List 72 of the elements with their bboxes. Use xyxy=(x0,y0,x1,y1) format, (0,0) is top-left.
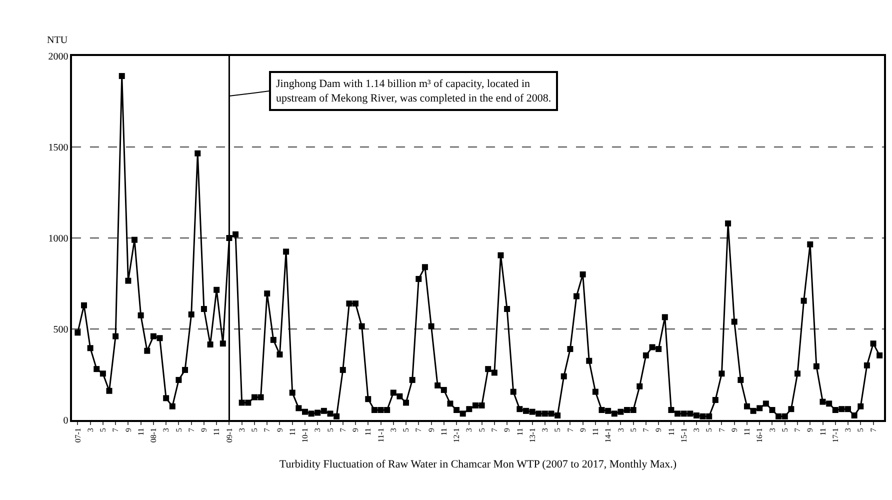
x-tick-label: 7 xyxy=(186,428,196,432)
x-tick-label: 7 xyxy=(414,428,424,432)
x-tick-label: 11 xyxy=(818,428,828,436)
x-tick-label: 07-1 xyxy=(73,428,82,443)
x-tick-label: 11 xyxy=(742,428,752,436)
y-axis-title: NTU xyxy=(47,35,68,46)
x-tick-label: 08-1 xyxy=(149,428,158,443)
x-tick-label: 9 xyxy=(578,428,588,432)
x-tick-label: 7 xyxy=(642,428,651,432)
x-tick-label: 5 xyxy=(326,428,335,432)
x-tick-label: 7 xyxy=(111,428,120,432)
annotation: Jinghong Dam with 1.14 billion m³ of capacity, located in upstream of Mekong River, was completed in the end of 2008. xyxy=(276,78,552,104)
x-tick-label: 16-1 xyxy=(755,428,764,443)
x-tick-label: 9 xyxy=(426,428,436,432)
x-tick-label: 5 xyxy=(477,428,486,432)
x-tick-label: 10-1 xyxy=(300,428,310,443)
x-axis-title: Turbidity Fluctuation of Raw Water in Chamcar Mon WTP (2007 to 2017, Monthly Max.) xyxy=(279,458,677,470)
x-tick-label: 3 xyxy=(768,428,777,432)
x-tick-label: 3 xyxy=(162,428,171,432)
x-tick-label: 9 xyxy=(124,428,133,432)
x-tick-label: 3 xyxy=(616,428,626,432)
y-tick-label: 0 xyxy=(63,416,68,426)
x-tick-label: 5 xyxy=(553,428,562,432)
x-tick-label: 11 xyxy=(288,428,297,436)
x-tick-label: 12-1 xyxy=(452,428,462,443)
x-tick-label: 3 xyxy=(540,428,550,432)
x-tick-label: 3 xyxy=(388,428,398,432)
x-tick-label: 5 xyxy=(98,428,108,432)
x-tick-label: 3 xyxy=(237,428,246,432)
x-tick-label: 11-1 xyxy=(376,428,386,442)
x-tick-label: 11 xyxy=(591,428,600,436)
x-tick-label: 09-1 xyxy=(224,428,234,443)
x-tick-label: 3 xyxy=(692,428,702,432)
x-tick-label: 11 xyxy=(212,428,222,436)
y-tick-label: 1500 xyxy=(48,142,68,154)
x-tick-label: 11 xyxy=(364,428,373,436)
y-tick-label: 2000 xyxy=(48,52,68,62)
x-tick-label: 9 xyxy=(806,428,815,432)
x-tick-label: 5 xyxy=(174,428,184,432)
x-tick-label: 7 xyxy=(262,428,272,432)
x-tick-label: 9 xyxy=(351,428,360,432)
x-tick-label: 7 xyxy=(868,428,878,432)
x-tick-label: 9 xyxy=(730,428,739,432)
x-tick-label: 7 xyxy=(793,428,802,432)
x-tick-label: 5 xyxy=(704,428,714,432)
x-tick-label: 7 xyxy=(338,428,348,432)
x-tick-label: 5 xyxy=(402,428,411,432)
x-tick-label: 11 xyxy=(440,428,448,436)
x-tick-label: 11 xyxy=(515,428,524,436)
x-tick-label: 13-1 xyxy=(528,428,537,443)
x-tick-label: 11 xyxy=(136,428,146,436)
x-tick-label: 3 xyxy=(464,428,474,432)
x-tick-label: 3 xyxy=(844,428,853,432)
x-tick-label: 5 xyxy=(780,428,790,432)
x-tick-label: 5 xyxy=(856,428,866,432)
x-tick-label: 3 xyxy=(86,428,95,432)
x-tick-label: 7 xyxy=(717,428,726,432)
x-tick-label: 7 xyxy=(566,428,575,432)
x-tick-label: 14-1 xyxy=(604,428,613,443)
x-tick-label: 7 xyxy=(490,428,500,432)
x-tick-label: 9 xyxy=(654,428,664,432)
x-tick-label: 9 xyxy=(502,428,512,432)
x-tick-label: 17-1 xyxy=(830,428,840,443)
x-tick-label: 15-1 xyxy=(679,428,688,443)
y-tick-label: 500 xyxy=(53,324,68,336)
x-tick-label: 5 xyxy=(250,428,260,432)
x-tick-label: 9 xyxy=(200,428,209,432)
x-tick-label: 11 xyxy=(666,428,676,436)
x-tick-label: 3 xyxy=(313,428,322,432)
x-tick-label: 5 xyxy=(628,428,638,432)
x-tick-label: 9 xyxy=(275,428,284,432)
y-tick-label: 1000 xyxy=(48,234,68,244)
